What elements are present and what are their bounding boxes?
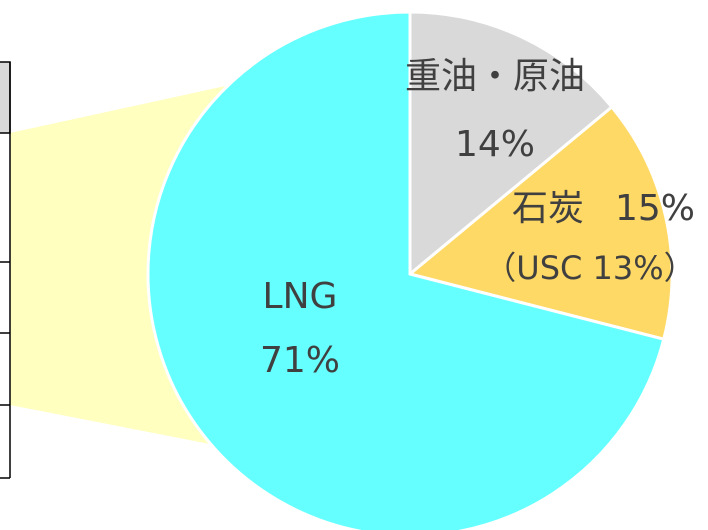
pie-slice (408, 10, 614, 278)
pie-slice (406, 104, 674, 341)
slice-value: 14% (455, 124, 535, 165)
slice-value: 15% (615, 188, 695, 229)
slice-label: LNG (263, 276, 338, 317)
slice-value: 71% (260, 340, 340, 381)
table-header (0, 61, 11, 134)
annotation: （USC 13%） (484, 249, 695, 287)
slice-label: 石炭 (512, 188, 584, 229)
slices (146, 10, 674, 530)
pie-slice (146, 10, 666, 530)
slice-label: 重油・原油 (405, 56, 585, 97)
labels: 重油・原油 14% 石炭 15% （USC 13%） LNG 71% (260, 56, 696, 381)
table-fragment (0, 62, 11, 479)
